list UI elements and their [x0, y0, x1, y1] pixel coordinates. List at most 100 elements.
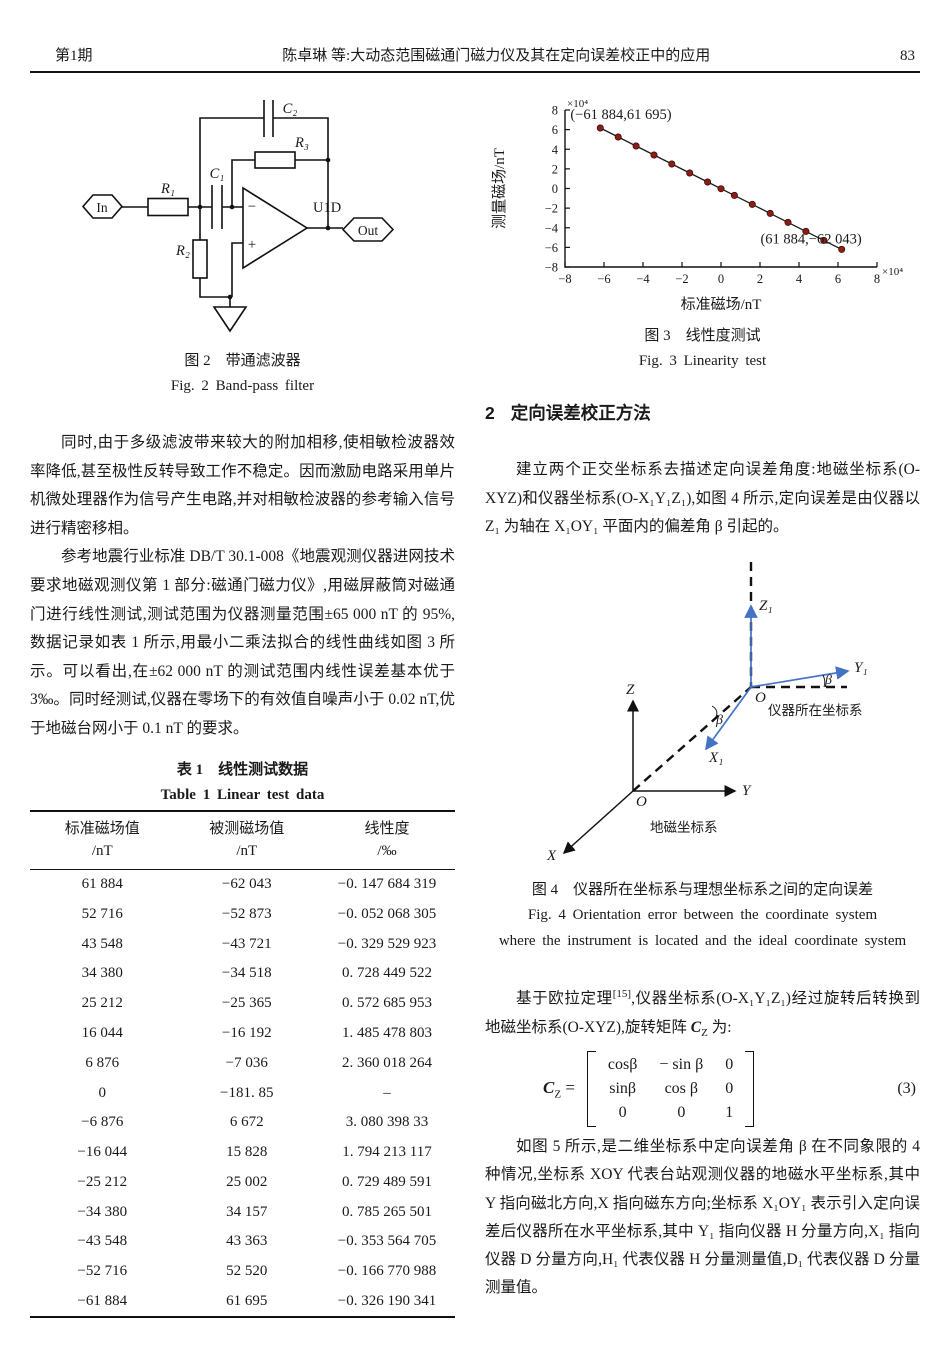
opamp-triangle [242, 186, 309, 270]
annotation-bottom-right: (61 884,−62 043) [760, 231, 861, 247]
r1-label: R₁ [160, 181, 175, 197]
y-tick-label: 6 [552, 123, 558, 137]
figure-3-caption-en: Fig. 3 Linearity test [638, 353, 767, 369]
y1-axis-label: Y₁ [854, 660, 868, 676]
output-port-shape [341, 217, 395, 242]
opamp-noninverting-input-label: + [248, 237, 256, 253]
data-point [704, 178, 712, 186]
y-axis-title: 测量磁场/nT [491, 148, 508, 229]
y-scale-note: ×10⁴ [567, 98, 588, 110]
table-header-linearity: 线性度/‰ [319, 810, 455, 870]
figure-4-coordinate-diagram: Z₁ Y₁ X₁ O β β 仪器所在坐标系 Z Y X O 地磁坐标系 [546, 561, 868, 864]
running-title: 陈卓琳 等:大动态范围磁通门磁力仪及其在定向误差校正中的应用 [282, 48, 711, 64]
table-1-header: 标准磁场值/nT 被测磁场值/nT 线性度/‰ [30, 810, 455, 870]
table-row: 43 548 −43 721 −0. 329 529 923 [81, 935, 437, 952]
left-paragraph-1: 同时,由于多级滤波带来较大的附加相移,使相敏检波器效率降低,甚至极性反转导致工作… [30, 434, 455, 537]
journal-issue: 第1期 [55, 48, 93, 64]
table-row: 16 044 −16 192 1. 485 478 803 [81, 1024, 432, 1041]
table-header-measured-field: 被测磁场值/nT [174, 810, 319, 870]
data-point [802, 227, 810, 235]
data-point [748, 200, 756, 208]
table-row: −43 548 43 363 −0. 353 564 705 [77, 1233, 437, 1250]
data-point [650, 151, 658, 159]
c1-label: C₁ [210, 166, 225, 182]
geomagnetic-axes-arrows [562, 699, 737, 854]
geomagnetic-frame-label: 地磁坐标系 [650, 820, 718, 835]
instrument-origin-label: O [755, 690, 766, 706]
r2-label: R₂ [175, 243, 190, 259]
x-tick-label: 6 [835, 272, 841, 286]
beta-angle-label-2: β [715, 713, 723, 728]
section-2-number: 2 [485, 403, 495, 423]
x1-axis [705, 686, 752, 751]
data-point [784, 218, 792, 226]
y-tick-label: 8 [552, 104, 558, 118]
figure-2-circuit-diagram: In Out R₁ R₂ R₃ C₁ C₂ U1D − + [81, 100, 395, 333]
y-tick-label: 2 [552, 162, 558, 176]
y-tick-label: −2 [545, 202, 558, 216]
table-header-standard-field: 标准磁场值/nT [30, 810, 175, 870]
beta-angle-arcs [711, 674, 826, 717]
x1-axis-label: X₁ [708, 750, 723, 766]
section-2-paragraph-3: 如图 5 所示,是二维坐标系中定向误差角 β 在不同象限的 4 种情况,坐标系 … [485, 1138, 920, 1297]
output-port-label: Out [358, 223, 378, 238]
table-row: 34 380 −34 518 0. 728 449 522 [81, 965, 432, 982]
ground-symbol [212, 306, 248, 333]
figure-2-caption-zh: 图 2 带通滤波器 [184, 353, 301, 369]
data-point [766, 209, 774, 217]
right-column: −8 −6 −4 −2 0 2 4 6 8 −8 −6 −4 −2 0 2 4 6 8 ×10⁴ ×10⁴ (−61 8… [485, 88, 920, 1302]
figure-4-caption-en-line1: Fig. 4 Orientation error between the coo… [527, 906, 878, 923]
data-point [730, 191, 738, 199]
x-tick-label: 8 [874, 272, 880, 286]
x-tick-label: −2 [675, 272, 688, 286]
left-column: In Out R₁ R₂ R₃ C₁ C₂ U1D − + 图 2 带通滤波器 … [30, 85, 455, 1319]
equation-number: (3) [897, 1080, 916, 1098]
left-paragraph-2: 参考地震行业标准 DB/T 30.1-008《地震观测仪器进网技术要求地磁观测仪… [30, 548, 455, 737]
x-tick-label: 0 [718, 272, 724, 286]
instrument-axes-arrows [705, 604, 850, 751]
resistor-r1 [147, 197, 189, 217]
y-tick-label: −4 [545, 221, 559, 235]
x-tick-label: −4 [636, 272, 650, 286]
figure-4-caption-zh: 图 4 仪器所在坐标系与理想坐标系之间的定向误差 [531, 881, 874, 898]
table-row: −16 044 15 828 1. 794 213 117 [77, 1144, 432, 1161]
table-row: 0 −181. 85– [98, 1084, 391, 1101]
section-2-heading: 2 定向误差校正方法 [485, 398, 920, 428]
y-tick-label: 4 [552, 143, 559, 157]
table-row: −61 884 61 695 −0. 326 190 341 [77, 1293, 437, 1310]
data-point [596, 124, 604, 132]
x-axis-title: 标准磁场/nT [681, 296, 762, 310]
x-tick-label: −6 [597, 272, 610, 286]
data-point [838, 245, 846, 253]
page-number: 83 [900, 48, 915, 64]
c2-label: C₂ [283, 101, 298, 117]
table-1-linear-test-data: 标准磁场值/nT 被测磁场值/nT 线性度/‰ 61 884 −62 043 −0.… [30, 809, 455, 1319]
opamp-inverting-input-label: − [248, 199, 256, 215]
figure-3-caption-zh: 图 3 线性度测试 [644, 328, 761, 344]
table-row: 52 716 −52 873 −0. 052 068 305 [81, 905, 437, 922]
table-1-title-zh: 表 1 线性测试数据 [176, 761, 309, 778]
section-2-paragraph-2: 基于欧拉定理[15],仪器坐标系(O-X₁Y₁Z₁)经过旋转后转换到地磁坐标系(… [485, 987, 920, 1039]
z1-axis-label: Z₁ [759, 598, 773, 614]
y1-axis [750, 666, 850, 688]
x-tick-label: 4 [796, 272, 803, 286]
table-row: −52 716 52 520 −0. 166 770 988 [77, 1263, 437, 1280]
y-tick-label: 0 [552, 182, 558, 196]
r3-label: R₃ [294, 135, 309, 151]
table-1-title-en: Table 1 Linear test data [160, 786, 325, 803]
data-point [717, 185, 725, 193]
table-row: 6 876 −7 036 2. 360 018 264 [85, 1054, 432, 1071]
matrix-left-bracket [586, 1051, 596, 1128]
data-point [686, 169, 694, 177]
circuit-junction-dots [197, 157, 331, 300]
table-1-body: 61 884 −62 043 −0. 147 684 319 52 716 −52 87… [30, 869, 455, 1317]
data-point [668, 160, 676, 168]
reference-15-superscript: [15] [612, 987, 632, 1000]
resistor-r2 [192, 239, 208, 279]
data-point [614, 133, 622, 141]
